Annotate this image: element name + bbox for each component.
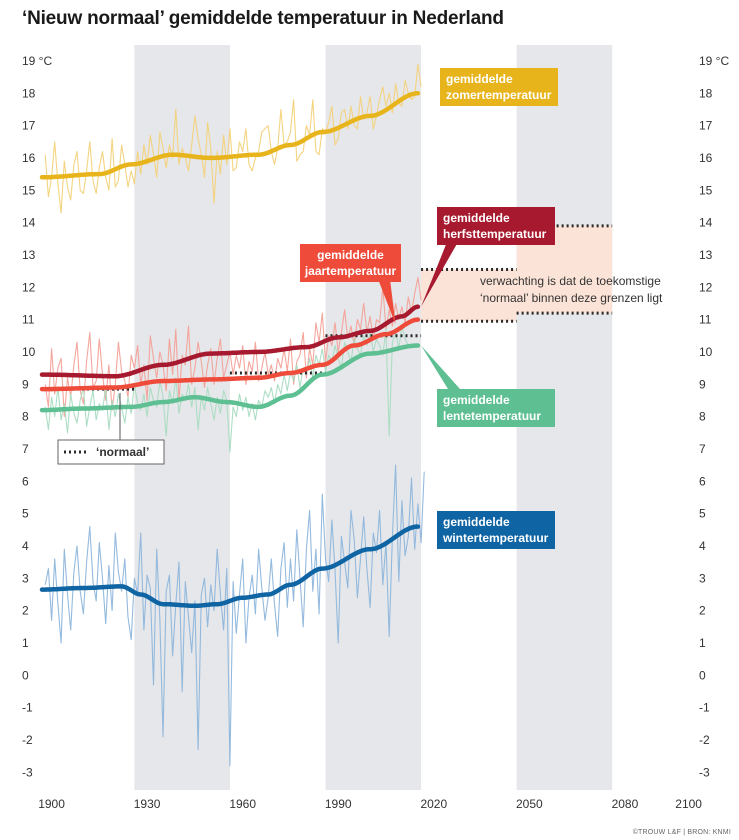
x-tick-label: 2100	[675, 797, 702, 811]
y-tick-left: 5	[22, 507, 29, 521]
label-pointer-jaartemperatuur	[378, 279, 396, 325]
y-tick-right: 15	[699, 183, 713, 197]
label-box-zomertemperatuur	[440, 68, 558, 106]
series-label-line1: gemiddelde	[446, 72, 513, 86]
y-tick-right: 16	[699, 151, 713, 165]
trend-line-herfsttemperatuur	[39, 304, 421, 379]
y-tick-left: 7	[22, 442, 29, 456]
series-label-line1: gemiddelde	[443, 211, 510, 225]
x-tick-label: 2080	[612, 797, 639, 811]
y-tick-right: 0	[699, 668, 706, 682]
y-tick-right: 8	[699, 410, 706, 424]
label-box-lentetemperatuur	[437, 389, 555, 427]
y-tick-right: 5	[699, 507, 706, 521]
series-label-line2: lentetemperatuur	[443, 409, 541, 423]
x-tick-label: 1930	[134, 797, 161, 811]
y-tick-right: 3	[699, 571, 706, 585]
y-tick-right: 13	[699, 248, 713, 262]
label-box-wintertemperatuur	[437, 511, 555, 549]
series-label-line1: gemiddelde	[443, 515, 510, 529]
y-tick-right: 19 °C	[699, 54, 729, 68]
source-credit: ©TROUW L&F | BRON: KNMI	[632, 829, 731, 836]
forecast-note-line2: ‘normaal’ binnen deze grenzen ligt	[480, 291, 663, 305]
x-tick-label: 1990	[325, 797, 352, 811]
label-box-jaartemperatuur	[300, 244, 401, 282]
forecast-note-line1: verwachting is dat de toekomstige	[480, 274, 661, 288]
trend-line-jaartemperatuur	[39, 317, 421, 392]
x-tick-label: 1900	[38, 797, 65, 811]
x-tick-label: 2020	[420, 797, 447, 811]
series-label-line2: herfsttemperatuur	[443, 227, 547, 241]
x-tick-label: 2050	[516, 797, 543, 811]
y-tick-left: 16	[22, 151, 36, 165]
y-tick-left: 10	[22, 345, 36, 359]
trend-line-zomertemperatuur	[39, 91, 421, 180]
y-tick-left: -2	[22, 733, 33, 747]
period-band-2	[325, 45, 422, 790]
y-tick-left: 8	[22, 410, 29, 424]
y-tick-right: 1	[699, 636, 706, 650]
y-tick-left: 0	[22, 668, 29, 682]
y-tick-right: 12	[699, 280, 713, 294]
normaal-legend-label: ‘normaal’	[96, 445, 149, 459]
y-tick-right: -3	[699, 765, 710, 779]
y-tick-left: 14	[22, 216, 36, 230]
y-tick-right: -1	[699, 701, 710, 715]
trend-line-wintertemperatuur	[39, 524, 421, 609]
series-label-line2: jaartemperatuur	[304, 264, 397, 278]
y-tick-left: 19 °C	[22, 54, 52, 68]
label-pointer-herfsttemperatuur	[421, 242, 458, 307]
y-tick-right: 9	[699, 377, 706, 391]
y-tick-right: -2	[699, 733, 710, 747]
y-tick-left: 9	[22, 377, 29, 391]
x-tick-label: 1960	[229, 797, 256, 811]
series-label-line1: gemiddelde	[443, 393, 510, 407]
series-label-line1: gemiddelde	[317, 248, 384, 262]
y-tick-right: 11	[699, 313, 712, 327]
y-tick-left: 6	[22, 474, 29, 488]
y-tick-left: 15	[22, 183, 36, 197]
y-tick-left: 2	[22, 604, 29, 618]
y-tick-left: 12	[22, 280, 36, 294]
y-tick-right: 2	[699, 604, 706, 618]
y-tick-left: 3	[22, 571, 29, 585]
series-label-line2: wintertemperatuur	[442, 531, 549, 545]
y-tick-right: 6	[699, 474, 706, 488]
y-tick-left: 11	[22, 313, 35, 327]
y-tick-right: 7	[699, 442, 706, 456]
y-tick-left: -1	[22, 701, 33, 715]
series-label-line2: zomertemperatuur	[446, 88, 552, 102]
label-pointer-lentetemperatuur	[421, 345, 460, 389]
y-tick-left: -3	[22, 765, 33, 779]
y-tick-right: 17	[699, 119, 713, 133]
y-tick-left: 18	[22, 86, 36, 100]
y-tick-right: 10	[699, 345, 713, 359]
y-tick-right: 14	[699, 216, 713, 230]
y-tick-right: 4	[699, 539, 706, 553]
y-tick-left: 1	[22, 636, 29, 650]
chart-title: ‘Nieuw normaal’ gemiddelde temperatuur i…	[22, 8, 504, 29]
trend-line-lentetemperatuur	[39, 343, 421, 413]
y-tick-left: 4	[22, 539, 29, 553]
y-tick-left: 17	[22, 119, 36, 133]
y-tick-right: 18	[699, 86, 713, 100]
y-tick-left: 13	[22, 248, 36, 262]
label-box-herfsttemperatuur	[437, 207, 555, 245]
